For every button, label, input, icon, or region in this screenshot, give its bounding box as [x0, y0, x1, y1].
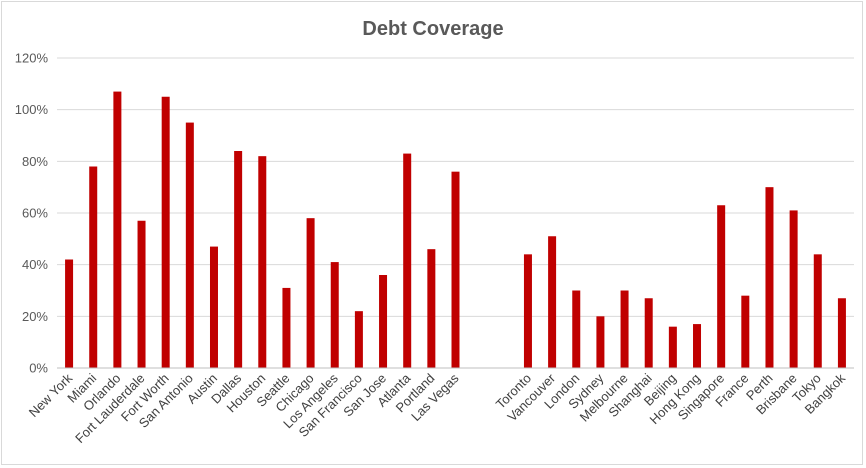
bar: [113, 91, 122, 368]
y-tick-label: 100%: [15, 102, 49, 117]
bar: [65, 259, 74, 368]
bar: [330, 262, 339, 368]
chart-title: Debt Coverage: [362, 18, 503, 40]
y-tick-label: 80%: [22, 154, 48, 169]
bar: [451, 171, 460, 368]
bar: [354, 311, 363, 368]
bar: [427, 249, 436, 368]
bar: [572, 290, 581, 368]
y-tick-label: 40%: [22, 257, 48, 272]
bar: [234, 151, 243, 368]
bar: [185, 122, 194, 368]
bar: [620, 290, 629, 368]
bar: [161, 96, 170, 368]
bar: [741, 295, 750, 368]
bar: [306, 218, 315, 368]
y-axis-ticks: 0% 20% 40% 60% 80% 100% 120%: [15, 51, 49, 376]
bar: [596, 316, 605, 368]
bar: [644, 298, 653, 368]
bar: [765, 187, 774, 368]
bar: [209, 246, 218, 368]
bars: [65, 91, 846, 368]
bar: [548, 236, 557, 368]
bar: [379, 275, 388, 368]
bar: [137, 220, 146, 368]
y-tick-label: 60%: [22, 206, 48, 221]
y-tick-label: 20%: [22, 309, 48, 324]
y-tick-label: 0%: [29, 361, 48, 376]
bar: [523, 254, 532, 368]
bar: [789, 210, 798, 368]
bar: [693, 324, 702, 368]
bar: [837, 298, 846, 368]
bar: [717, 205, 726, 368]
bar: [282, 287, 291, 368]
bar: [668, 326, 677, 368]
bar: [403, 153, 412, 368]
bar: [258, 156, 267, 368]
bar: [89, 166, 98, 368]
y-tick-label: 120%: [15, 51, 49, 66]
bar: [813, 254, 822, 368]
